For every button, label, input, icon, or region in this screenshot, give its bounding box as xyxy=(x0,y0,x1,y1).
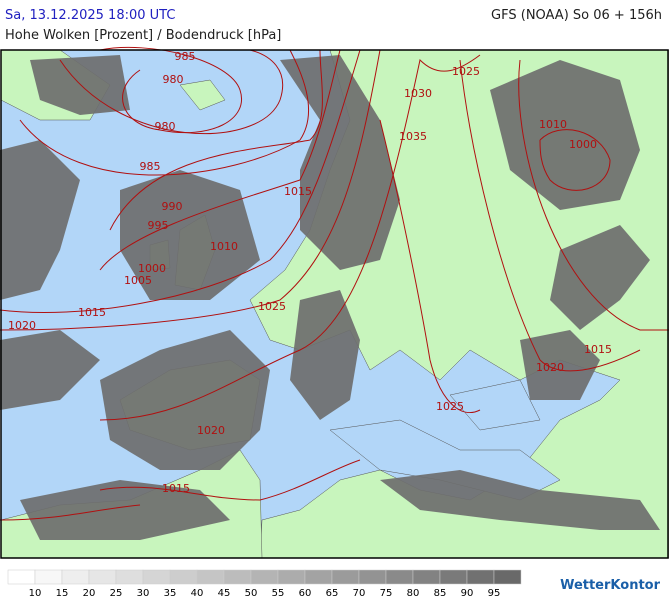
legend-label: 30 xyxy=(137,588,150,599)
legend-swatch xyxy=(358,569,387,585)
isobar-label: 1025 xyxy=(258,300,286,313)
isobar-label: 1010 xyxy=(539,118,567,131)
isobar-label: 1015 xyxy=(284,185,312,198)
legend-label: 60 xyxy=(299,588,312,599)
isobar-labels: 9859809809859909951000100510101015101510… xyxy=(8,50,612,495)
isobar-label: 1000 xyxy=(569,138,597,151)
legend-label: 55 xyxy=(272,588,285,599)
isobar-label: 995 xyxy=(148,219,169,232)
legend-swatch xyxy=(7,569,36,585)
legend: 10 15 20 25 30 35 40 45 50 55 60 65 70 75 80 85 90 95 xyxy=(7,569,522,599)
legend-swatch xyxy=(439,569,468,585)
isobar-label: 1030 xyxy=(404,87,432,100)
legend-swatch xyxy=(331,569,360,585)
subtitle: Hohe Wolken [Prozent] / Bodendruck [hPa] xyxy=(5,28,281,43)
isobar-label: 1020 xyxy=(8,319,36,332)
legend-swatch xyxy=(466,569,495,585)
legend-label: 70 xyxy=(353,588,366,599)
datetime: Sa, 13.12.2025 18:00 UTC xyxy=(5,8,175,23)
legend-label: 50 xyxy=(245,588,258,599)
legend-label: 20 xyxy=(83,588,96,599)
isobar-label: 980 xyxy=(155,120,176,133)
legend-label: 10 xyxy=(29,588,42,599)
isobar-label: 985 xyxy=(140,160,161,173)
isobar-label: 1010 xyxy=(210,240,238,253)
legend-label: 80 xyxy=(407,588,420,599)
legend-label: 90 xyxy=(461,588,474,599)
legend-label: 40 xyxy=(191,588,204,599)
logo: WetterKontor xyxy=(560,578,661,593)
legend-swatch xyxy=(196,569,225,585)
legend-swatch xyxy=(412,569,441,585)
legend-label: 75 xyxy=(380,588,393,599)
legend-swatch xyxy=(34,569,63,585)
isobar-label: 990 xyxy=(162,200,183,213)
legend-label: 85 xyxy=(434,588,447,599)
isobar-label: 1035 xyxy=(399,130,427,143)
isobar-label: 1025 xyxy=(436,400,464,413)
high-clouds xyxy=(0,55,660,540)
map-frame xyxy=(0,49,669,559)
legend-swatch xyxy=(277,569,306,585)
isobar-label: 1005 xyxy=(124,274,152,287)
legend-label: 15 xyxy=(56,588,69,599)
legend-swatch xyxy=(169,569,198,585)
legend-label: 25 xyxy=(110,588,123,599)
legend-swatch xyxy=(385,569,414,585)
legend-label: 65 xyxy=(326,588,339,599)
isobar-label: 985 xyxy=(175,50,196,63)
legend-label: 35 xyxy=(164,588,177,599)
isobar-label: 1015 xyxy=(584,343,612,356)
legend-swatch xyxy=(88,569,117,585)
legend-swatch xyxy=(223,569,252,585)
isobar-label: 1000 xyxy=(138,262,166,275)
isobar-label: 1020 xyxy=(197,424,225,437)
isobar-label: 1015 xyxy=(78,306,106,319)
legend-label: 45 xyxy=(218,588,231,599)
isobars xyxy=(0,46,669,521)
legend-swatch xyxy=(304,569,333,585)
isobar-label: 1020 xyxy=(536,361,564,374)
isobar-label: 1025 xyxy=(452,65,480,78)
legend-swatch xyxy=(493,569,522,585)
legend-swatch xyxy=(250,569,279,585)
model-run: GFS (NOAA) So 06 + 156h xyxy=(491,8,662,23)
isobar-label: 980 xyxy=(163,73,184,86)
legend-swatch xyxy=(115,569,144,585)
isobar-label: 1015 xyxy=(162,482,190,495)
legend-label: 95 xyxy=(488,588,501,599)
map: 9859809809859909951000100510101015101510… xyxy=(0,46,669,559)
legend-swatch xyxy=(142,569,171,585)
legend-swatch xyxy=(61,569,90,585)
